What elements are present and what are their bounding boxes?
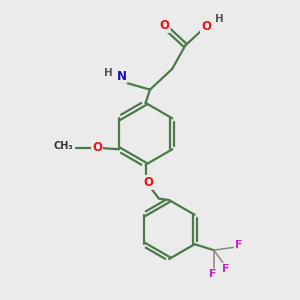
Text: O: O: [92, 141, 102, 154]
Text: O: O: [201, 20, 211, 33]
Text: F: F: [222, 264, 229, 274]
Text: H: H: [104, 68, 113, 78]
Text: H: H: [215, 14, 224, 24]
Text: F: F: [235, 240, 242, 250]
Text: CH₃: CH₃: [53, 141, 73, 151]
Text: O: O: [143, 176, 153, 189]
Text: N: N: [116, 70, 126, 83]
Text: F: F: [208, 269, 216, 279]
Text: O: O: [160, 19, 170, 32]
